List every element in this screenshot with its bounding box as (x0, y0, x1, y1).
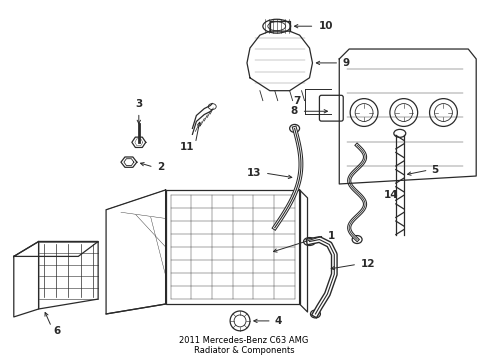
Text: 5: 5 (431, 165, 438, 175)
Text: 1: 1 (326, 230, 334, 240)
Text: 3: 3 (135, 99, 142, 109)
Text: 8: 8 (290, 106, 297, 116)
Text: 2: 2 (156, 162, 163, 172)
Text: 11: 11 (180, 142, 194, 152)
Text: 12: 12 (360, 259, 375, 269)
Ellipse shape (393, 129, 405, 137)
Ellipse shape (351, 235, 361, 243)
Ellipse shape (310, 310, 320, 318)
Ellipse shape (303, 238, 315, 246)
Text: 10: 10 (318, 21, 332, 31)
Text: 9: 9 (342, 58, 348, 68)
Text: 14: 14 (383, 190, 398, 200)
Text: 6: 6 (53, 326, 61, 336)
Text: 13: 13 (246, 168, 260, 178)
Ellipse shape (289, 125, 299, 132)
Text: 7: 7 (293, 96, 300, 105)
Text: 2011 Mercedes-Benz C63 AMG
Radiator & Components: 2011 Mercedes-Benz C63 AMG Radiator & Co… (179, 336, 308, 355)
Text: 4: 4 (274, 316, 282, 326)
Bar (165, 190, 299, 304)
